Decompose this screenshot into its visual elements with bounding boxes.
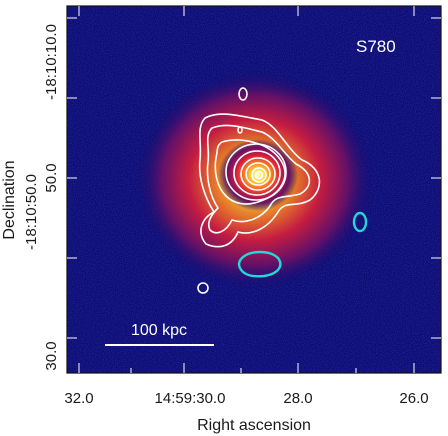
- y-tick-label: 30.0: [43, 341, 60, 370]
- y-tick-labels: -18:10:10.0 50.0 -18:10:50.0 30.0: [43, 24, 60, 371]
- x-tick-label: 32.0: [64, 390, 93, 407]
- y-tick-label: -18:10:10.0: [43, 24, 60, 100]
- frame-ticks: [67, 6, 441, 373]
- scale-bar-label: 100 kpc: [131, 322, 187, 339]
- x-tick-label: 28.0: [283, 390, 312, 407]
- image-panel: 100 kpc S780: [67, 6, 441, 373]
- y-axis-title: Declination: [1, 160, 18, 239]
- x-tick-labels: 32.0 14:59:30.0 28.0 26.0: [64, 390, 428, 407]
- y-tick-label: 50.0: [43, 163, 60, 192]
- contours-secondary: [237, 211, 368, 278]
- y-tick-label-secondary: -18:10:50.0: [23, 174, 40, 250]
- x-tick-label: 14:59:30.0: [155, 390, 226, 407]
- x-axis-title: Right ascension: [197, 417, 311, 434]
- x-tick-label: 26.0: [399, 390, 428, 407]
- contours-main: [197, 87, 321, 294]
- image-frame: [66, 5, 442, 374]
- panel-label: S780: [356, 37, 396, 56]
